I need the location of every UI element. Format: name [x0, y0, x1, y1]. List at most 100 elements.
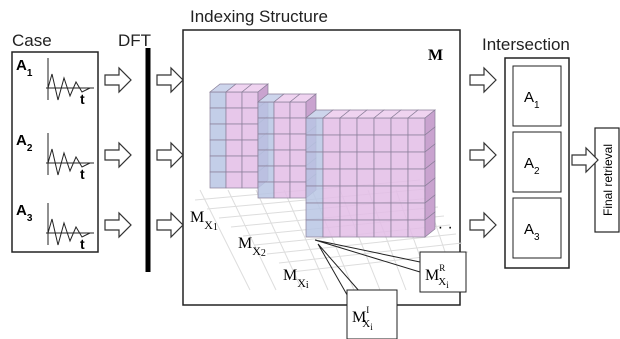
- cube-face: [210, 92, 226, 108]
- cube-face: [357, 135, 374, 152]
- cube-face: [408, 152, 425, 169]
- result-box: [513, 198, 561, 258]
- case-label: A3: [16, 202, 33, 224]
- callout-part: M: [425, 267, 439, 284]
- cube-face: [323, 135, 340, 152]
- cube-face: [290, 182, 306, 198]
- intersection-header: Intersection: [482, 35, 570, 54]
- slice-label-part: M: [238, 235, 252, 252]
- case-label-part: 2: [27, 143, 33, 154]
- cube-face: [391, 135, 408, 152]
- case-header: Case: [12, 31, 52, 50]
- cube-face: [290, 134, 306, 150]
- cube-face: [306, 152, 323, 169]
- cube-face: [323, 118, 340, 135]
- slice-label-part: X: [252, 244, 261, 258]
- arrow: [470, 143, 496, 167]
- cube-face: [340, 135, 357, 152]
- slice-label-part: 2: [261, 248, 266, 259]
- case-box: [12, 52, 98, 252]
- cube-face: [258, 118, 274, 134]
- cube-face: [357, 169, 374, 186]
- callout-part: X: [438, 276, 446, 288]
- case-label-part: A: [16, 57, 27, 74]
- cube-face: [391, 118, 408, 135]
- slice-label-part: M: [190, 209, 204, 226]
- cube-face: [226, 108, 242, 124]
- cube-face: [374, 186, 391, 203]
- cube-face: [258, 134, 274, 150]
- cube-face: [306, 169, 323, 186]
- cube-face: [391, 152, 408, 169]
- arrow: [470, 213, 496, 237]
- result-box: [513, 132, 561, 192]
- cube-face: [357, 220, 374, 237]
- cube-face: [226, 172, 242, 188]
- arrow: [157, 68, 183, 92]
- cube-face: [374, 203, 391, 220]
- cube-face: [374, 220, 391, 237]
- cube-face: [258, 150, 274, 166]
- cube-face: [274, 102, 290, 118]
- case-label-part: A: [16, 132, 27, 149]
- cube-face: [242, 140, 258, 156]
- callout-part: X: [362, 318, 370, 330]
- case-label: A2: [16, 132, 33, 154]
- cube-face: [374, 118, 391, 135]
- cube-face: [226, 156, 242, 172]
- cube-face: [340, 118, 357, 135]
- diagram: Case DFT Indexing Structure Intersection…: [0, 0, 620, 339]
- callout-part: I: [366, 305, 369, 315]
- cube-face: [391, 186, 408, 203]
- final-label: Final retrieval: [601, 144, 615, 216]
- cube-face: [290, 166, 306, 182]
- cube-face: [408, 135, 425, 152]
- cube-face: [306, 118, 323, 135]
- cube-face: [210, 156, 226, 172]
- cube-face: [391, 169, 408, 186]
- cube-face: [290, 102, 306, 118]
- result-label-part: A: [524, 89, 534, 106]
- cube-face: [242, 156, 258, 172]
- cube-face: [274, 166, 290, 182]
- arrow: [105, 143, 131, 167]
- cube-face: [306, 186, 323, 203]
- cube-face: [340, 220, 357, 237]
- cube-face: [274, 182, 290, 198]
- cube-face: [226, 124, 242, 140]
- cube-face: [210, 172, 226, 188]
- cube-face: [210, 140, 226, 156]
- slice-label-part: X: [204, 218, 213, 232]
- case-label-part: 1: [27, 68, 33, 79]
- cube-face: [242, 92, 258, 108]
- cube-face: [274, 118, 290, 134]
- cube-face: [340, 203, 357, 220]
- matrix-label: M: [428, 47, 443, 64]
- cube-face: [357, 118, 374, 135]
- result-label-part: A: [524, 155, 534, 172]
- result-label-part: A: [524, 221, 534, 238]
- cube-face: [391, 220, 408, 237]
- cube-face: [210, 124, 226, 140]
- cube-face: [340, 186, 357, 203]
- cube-face: [357, 186, 374, 203]
- cube-face: [408, 203, 425, 220]
- result-label-part: 1: [534, 100, 540, 111]
- cube-face: [226, 92, 242, 108]
- cube-face: [290, 150, 306, 166]
- cube-face: [323, 152, 340, 169]
- cube-face: [274, 134, 290, 150]
- cube-face: [210, 108, 226, 124]
- cube-face: [242, 124, 258, 140]
- axis-label: t: [80, 166, 85, 182]
- cube-face: [323, 203, 340, 220]
- indexing-header: Indexing Structure: [190, 7, 328, 26]
- cube-face: [226, 140, 242, 156]
- cube-face: [258, 102, 274, 118]
- slice-label-part: 1: [213, 222, 218, 233]
- cube-face: [374, 169, 391, 186]
- result-box: [513, 66, 561, 126]
- cube-face: [391, 203, 408, 220]
- case-label: A1: [16, 57, 33, 79]
- cube-face: [340, 152, 357, 169]
